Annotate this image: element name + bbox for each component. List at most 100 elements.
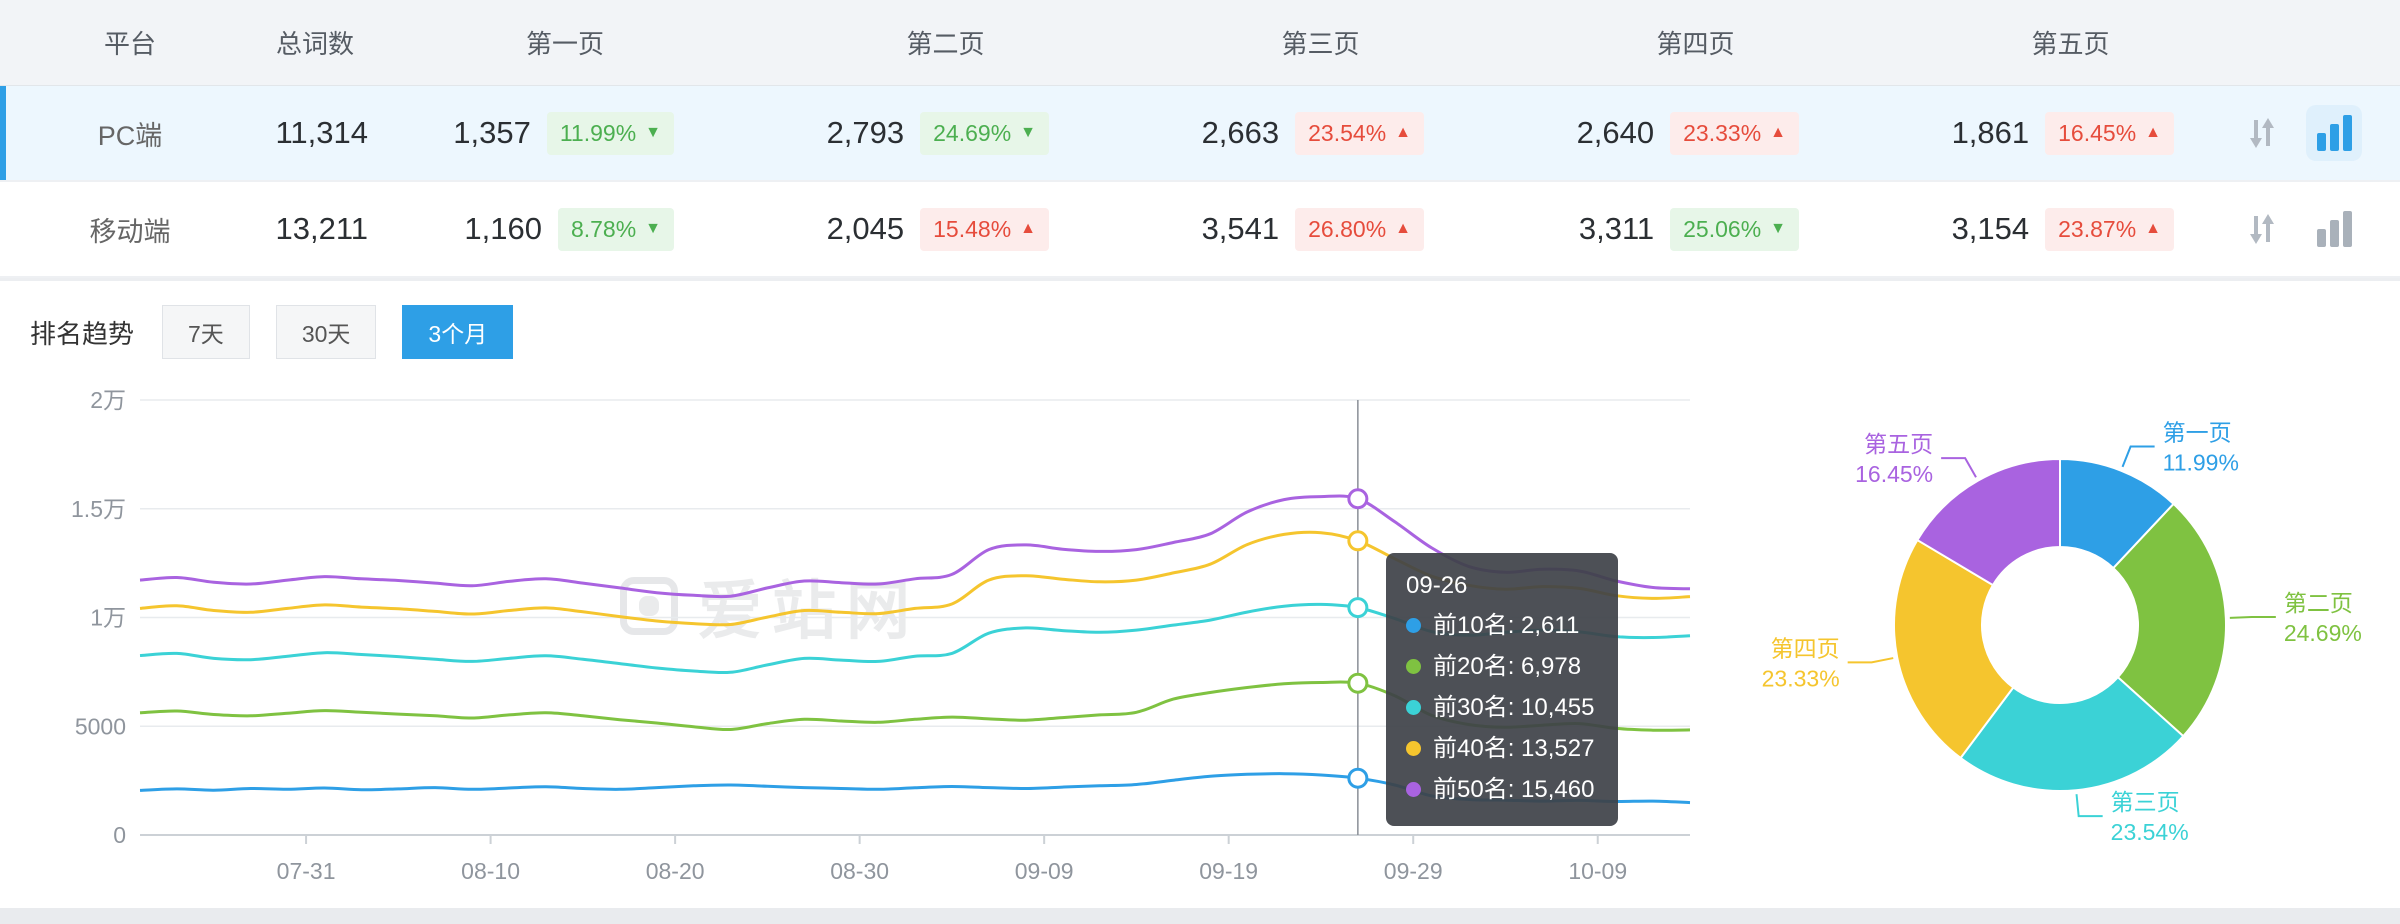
page-share-donut-chart[interactable]: 第一页 11.99% 第二页 24.69% 第三页 23.54% 第四页 23.33% 第五页 1… <box>1760 375 2400 905</box>
column-header-page3: 第三页 <box>1281 29 1360 59</box>
page-count: 3,311 <box>1578 211 1655 246</box>
change-badge: 23.87% ▲ <box>2045 207 2174 251</box>
donut-chart-svg[interactable]: 第一页 11.99% 第二页 24.69% 第三页 23.54% 第四页 23.33% 第五页 1… <box>1760 375 2400 905</box>
column-header-page1: 第一页 <box>525 29 604 59</box>
column-header-total: 总词数 <box>275 29 354 59</box>
page3-cell: 2,663 23.54% ▲ <box>1075 111 1450 155</box>
change-badge: 8.78% ▼ <box>557 207 674 251</box>
table-header: 平台 总词数 第一页 第二页 第三页 第四页 第五页 <box>0 0 2400 86</box>
table-row-mobile[interactable]: 移动端 13,211 1,160 8.78% ▼ 2,045 15.48% ▲ 3,… <box>0 182 2400 278</box>
updown-arrows-icon[interactable] <box>2242 113 2282 153</box>
tab-3-months[interactable]: 3个月 <box>402 305 514 359</box>
updown-arrows-icon[interactable] <box>2242 209 2282 249</box>
change-percent: 23.87% <box>2058 215 2137 242</box>
tab-7-days[interactable]: 7天 <box>162 305 250 359</box>
total-words-value: 13,211 <box>275 211 368 246</box>
range-tabs: 7天 30天 3个月 <box>162 305 514 359</box>
trend-arrow-icon: ▲ <box>2145 124 2161 141</box>
donut-label: 第四页 23.33% <box>1762 635 1840 691</box>
donut-label: 第三页 23.54% <box>2111 789 2189 845</box>
change-percent: 16.45% <box>2058 119 2137 146</box>
platform-label: 移动端 <box>89 216 171 247</box>
platform-label: PC端 <box>97 120 163 151</box>
page2-cell: 2,793 24.69% ▼ <box>700 111 1075 155</box>
trend-arrow-icon: ▲ <box>2145 220 2161 237</box>
change-badge: 11.99% ▼ <box>546 111 674 155</box>
svg-text:08-30: 08-30 <box>830 858 889 884</box>
table-row-pc[interactable]: PC端 11,314 1,357 11.99% ▼ 2,793 24.69% ▼ 2… <box>0 86 2400 182</box>
change-percent: 11.99% <box>559 119 637 146</box>
change-badge: 25.06% ▼ <box>1670 207 1799 251</box>
svg-text:1万: 1万 <box>90 605 126 631</box>
trend-arrow-icon: ▲ <box>1395 124 1411 141</box>
total-words-value: 11,314 <box>275 115 368 150</box>
page5-cell: 1,861 16.45% ▲ <box>1825 111 2200 155</box>
change-badge: 23.33% ▲ <box>1670 111 1799 155</box>
change-badge: 23.54% ▲ <box>1295 111 1424 155</box>
column-header-page4: 第四页 <box>1656 29 1735 59</box>
change-percent: 8.78% <box>570 215 637 242</box>
svg-text:07-31: 07-31 <box>277 858 336 884</box>
svg-text:09-09: 09-09 <box>1015 858 1074 884</box>
row-actions <box>2200 105 2400 161</box>
svg-text:5000: 5000 <box>75 713 126 739</box>
trend-arrow-icon: ▼ <box>1770 220 1786 237</box>
svg-text:09-19: 09-19 <box>1199 858 1258 884</box>
page1-cell: 1,160 8.78% ▼ <box>430 207 700 251</box>
svg-text:2万: 2万 <box>90 387 126 413</box>
change-percent: 23.54% <box>1308 119 1387 146</box>
donut-slice[interactable] <box>2111 502 2227 738</box>
row-actions <box>2200 201 2400 257</box>
svg-text:0: 0 <box>113 822 126 848</box>
change-badge: 16.45% ▲ <box>2045 111 2174 155</box>
change-badge: 15.48% ▲ <box>920 207 1049 251</box>
column-header-page5: 第五页 <box>2031 29 2110 59</box>
page2-cell: 2,045 15.48% ▲ <box>700 207 1075 251</box>
page4-cell: 2,640 23.33% ▲ <box>1450 111 1825 155</box>
page4-cell: 3,311 25.06% ▼ <box>1450 207 1825 251</box>
page3-cell: 3,541 26.80% ▲ <box>1075 207 1450 251</box>
svg-text:10-09: 10-09 <box>1568 858 1627 884</box>
page-count: 1,160 <box>464 211 542 246</box>
donut-slice[interactable] <box>1893 538 2015 760</box>
change-badge: 24.69% ▼ <box>920 111 1049 155</box>
change-percent: 15.48% <box>933 215 1012 242</box>
change-badge: 26.80% ▲ <box>1295 207 1424 251</box>
rank-trend-line-chart[interactable]: 爱站网 0 5000 1万 1.5万 2万 07-31 08-10 08-20 08-30 09-… <box>0 375 1760 905</box>
svg-text:1.5万: 1.5万 <box>71 496 126 522</box>
donut-label: 第一页 11.99% <box>2163 419 2239 475</box>
donut-label: 第二页 24.69% <box>2284 590 2362 646</box>
page-count: 2,640 <box>1576 115 1655 150</box>
page-count: 2,663 <box>1201 115 1280 150</box>
svg-text:09-29: 09-29 <box>1384 858 1443 884</box>
tab-30-days[interactable]: 30天 <box>275 305 377 359</box>
trend-arrow-icon: ▲ <box>1770 124 1786 141</box>
change-percent: 24.69% <box>933 119 1012 146</box>
svg-text:08-10: 08-10 <box>461 858 520 884</box>
bar-chart-icon[interactable] <box>2306 105 2362 161</box>
donut-slice[interactable] <box>1959 675 2185 792</box>
bar-chart-icon[interactable] <box>2306 201 2362 257</box>
donut-slice[interactable] <box>1916 457 2061 587</box>
page-count: 3,154 <box>1951 211 2030 246</box>
page5-cell: 3,154 23.87% ▲ <box>1825 207 2200 251</box>
svg-text:08-20: 08-20 <box>646 858 705 884</box>
line-chart-svg[interactable]: 0 5000 1万 1.5万 2万 07-31 08-10 08-20 08-30 09-09 09… <box>0 375 1760 905</box>
donut-label: 第五页 16.45% <box>1855 431 1933 487</box>
page-count: 1,861 <box>1951 115 2030 150</box>
change-percent: 23.33% <box>1683 119 1762 146</box>
page-count: 3,541 <box>1201 211 1280 246</box>
page1-cell: 1,357 11.99% ▼ <box>430 111 700 155</box>
trend-arrow-icon: ▲ <box>1020 220 1036 237</box>
trend-arrow-icon: ▼ <box>645 124 661 141</box>
trend-arrow-icon: ▲ <box>1395 220 1411 237</box>
trend-header: 排名趋势 7天 30天 3个月 <box>0 303 2400 361</box>
charts-area: 爱站网 0 5000 1万 1.5万 2万 07-31 08-10 08-20 08-30 09-… <box>0 375 2400 905</box>
page-count: 1,357 <box>453 115 531 150</box>
section-divider <box>0 278 2400 281</box>
trend-arrow-icon: ▼ <box>1020 124 1036 141</box>
column-header-platform: 平台 <box>103 29 156 59</box>
column-header-page2: 第二页 <box>906 29 985 59</box>
